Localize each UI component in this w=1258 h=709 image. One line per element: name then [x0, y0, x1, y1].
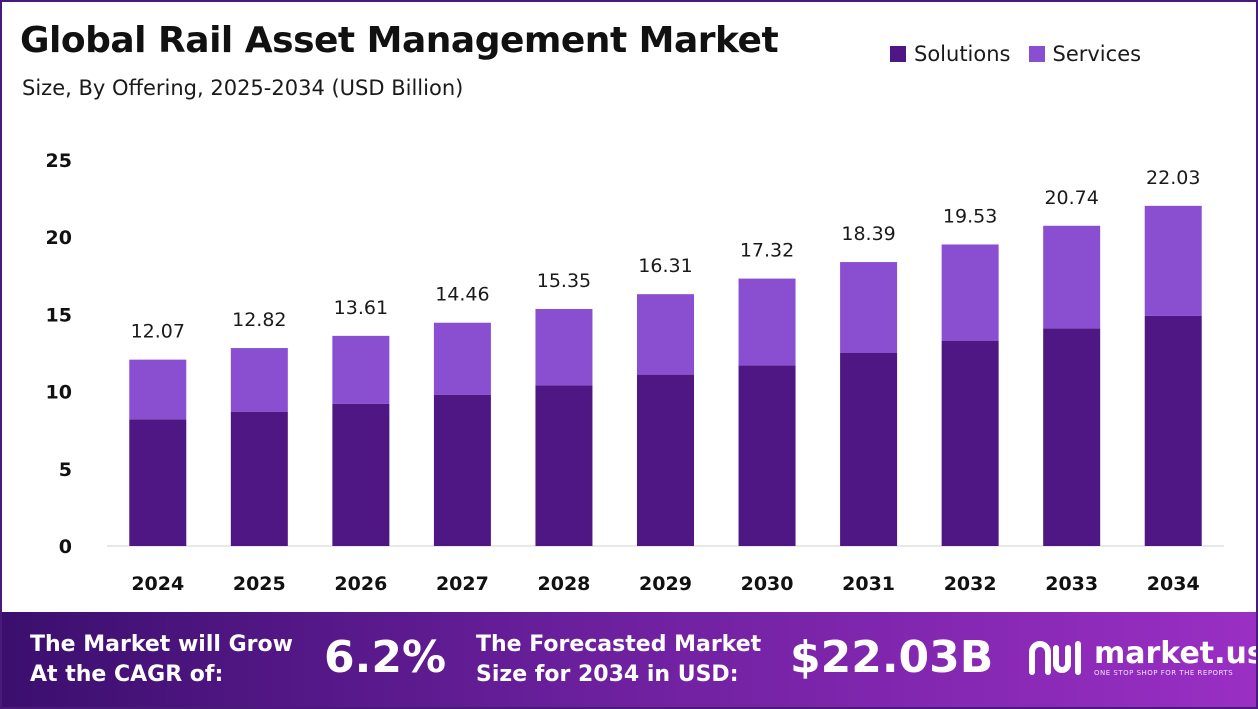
x-tick-label-2027: 2027	[436, 573, 489, 595]
bar-services-2026	[332, 335, 390, 404]
y-tick-label: 25	[46, 150, 72, 172]
cagr-label-line2: At the CAGR of:	[30, 662, 224, 687]
x-tick-label-2034: 2034	[1147, 573, 1200, 595]
forecast-label-line1: The Forecasted Market	[476, 632, 762, 657]
bar-solutions-2024	[129, 419, 187, 546]
bar-services-2030	[738, 278, 796, 366]
bar-services-2027	[433, 322, 491, 395]
legend-swatch-services	[1028, 46, 1045, 62]
bar-solutions-2032	[941, 340, 999, 546]
bar-services-2028	[535, 308, 593, 386]
data-label-total-2034: 22.03	[1146, 167, 1200, 189]
bar-services-2024	[129, 359, 187, 420]
brand-name: market.us	[1094, 636, 1258, 671]
y-tick-label: 0	[59, 536, 72, 558]
data-label-total-2027: 14.46	[435, 284, 489, 306]
data-label-total-2030: 17.32	[740, 240, 794, 262]
bar-solutions-2030	[738, 365, 796, 546]
data-label-total-2031: 18.39	[841, 223, 895, 245]
bar-solutions-2027	[433, 394, 491, 546]
x-tick-label-2031: 2031	[842, 573, 895, 595]
footer-banner: The Market will Grow At the CAGR of: 6.2…	[2, 612, 1258, 707]
bar-solutions-2033	[1043, 328, 1101, 546]
legend-item-services: Services	[1028, 42, 1142, 66]
bar-services-2032	[941, 244, 999, 341]
bar-solutions-2028	[535, 385, 593, 546]
bar-solutions-2029	[637, 374, 694, 546]
bar-chart: 051015202512.07202412.82202513.61202614.…	[46, 150, 1224, 595]
legend-label-services: Services	[1052, 42, 1142, 66]
legend-label-solutions: Solutions	[914, 42, 1011, 66]
y-tick-label: 10	[46, 382, 72, 404]
legend-item-solutions: Solutions	[890, 42, 1011, 66]
chart-title: Global Rail Asset Management Market	[20, 20, 779, 61]
brand-tagline: ONE STOP SHOP FOR THE REPORTS	[1094, 669, 1234, 677]
forecast-label-line2: Size for 2034 in USD:	[476, 662, 739, 687]
data-label-total-2026: 13.61	[334, 297, 388, 319]
bar-services-2034	[1144, 205, 1202, 316]
bar-services-2033	[1043, 225, 1101, 329]
cagr-label-line1: The Market will Grow	[30, 632, 293, 657]
market-us-logo-icon	[1029, 641, 1081, 675]
bar-solutions-2034	[1144, 315, 1202, 546]
x-tick-label-2029: 2029	[639, 573, 692, 595]
data-label-total-2029: 16.31	[638, 255, 692, 277]
x-tick-label-2033: 2033	[1045, 573, 1098, 595]
brand-logo: market.us ONE STOP SHOP FOR THE REPORTS	[1028, 636, 1258, 678]
forecast-label: The Forecasted Market Size for 2034 in U…	[476, 630, 761, 690]
data-label-total-2025: 12.82	[232, 309, 286, 331]
bar-services-2029	[637, 294, 694, 375]
y-tick-label: 20	[46, 227, 72, 249]
legend-swatch-solutions	[890, 46, 906, 62]
x-tick-label-2030: 2030	[741, 573, 794, 595]
y-tick-label: 15	[46, 304, 72, 326]
y-tick-label: 5	[59, 459, 72, 481]
data-label-total-2033: 20.74	[1044, 187, 1098, 209]
x-tick-label-2024: 2024	[131, 573, 184, 595]
data-label-total-2028: 15.35	[537, 270, 591, 292]
x-tick-label-2028: 2028	[538, 573, 591, 595]
x-tick-label-2032: 2032	[944, 573, 997, 595]
cagr-label: The Market will Grow At the CAGR of:	[30, 630, 293, 690]
forecast-value: $22.03B	[790, 632, 994, 683]
bar-solutions-2031	[840, 353, 898, 546]
bar-solutions-2025	[230, 411, 288, 546]
cagr-value: 6.2%	[324, 632, 447, 683]
legend: Solutions Services	[890, 42, 1159, 66]
bar-services-2025	[230, 348, 288, 412]
chart-subtitle: Size, By Offering, 2025-2034 (USD Billio…	[22, 76, 464, 100]
data-label-total-2024: 12.07	[131, 321, 185, 343]
bar-solutions-2026	[332, 403, 390, 546]
bar-services-2031	[840, 262, 898, 353]
x-tick-label-2025: 2025	[233, 573, 286, 595]
data-label-total-2032: 19.53	[943, 205, 997, 227]
x-tick-label-2026: 2026	[334, 573, 387, 595]
